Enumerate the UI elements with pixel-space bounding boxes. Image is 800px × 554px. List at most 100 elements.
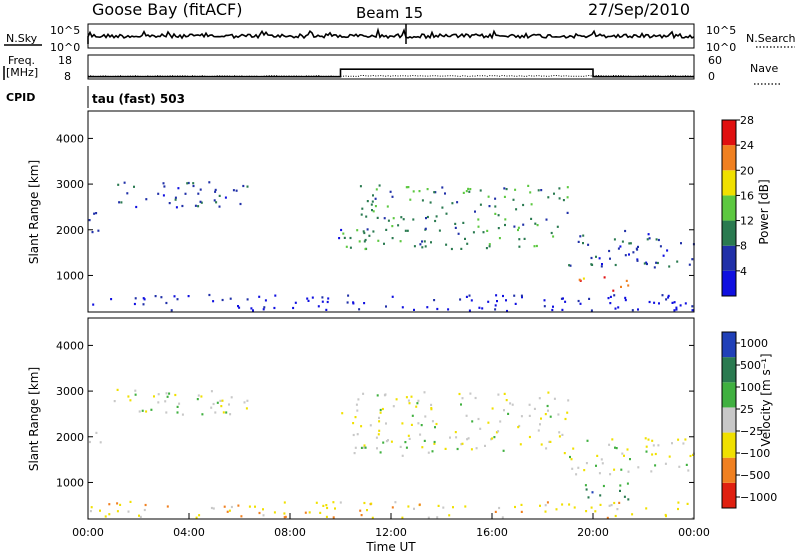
data-cell bbox=[322, 504, 325, 507]
data-cell bbox=[522, 223, 525, 226]
data-cell bbox=[215, 201, 218, 204]
data-cell bbox=[220, 405, 223, 408]
colorbar-segment bbox=[722, 220, 736, 246]
data-cell bbox=[673, 301, 676, 304]
data-cell bbox=[549, 415, 552, 418]
data-cell bbox=[563, 452, 566, 455]
data-cell bbox=[609, 257, 611, 260]
data-cell bbox=[452, 506, 454, 509]
data-cell bbox=[228, 509, 231, 512]
data-cell bbox=[530, 203, 533, 206]
data-cell bbox=[628, 242, 631, 245]
data-cell bbox=[165, 392, 168, 395]
data-cell bbox=[627, 284, 630, 287]
data-cell bbox=[472, 231, 475, 234]
data-cell bbox=[611, 438, 614, 441]
data-cell bbox=[425, 217, 427, 220]
data-cell bbox=[392, 217, 395, 220]
colorbar-segment bbox=[722, 245, 736, 271]
data-cell bbox=[678, 465, 681, 468]
data-cell bbox=[430, 408, 433, 411]
data-cell bbox=[603, 276, 606, 279]
colorbar-segment bbox=[722, 407, 736, 433]
data-cell bbox=[462, 221, 465, 224]
data-cell bbox=[306, 297, 309, 300]
data-cell bbox=[397, 224, 400, 227]
velocity-scatter-cells bbox=[88, 388, 695, 520]
data-cell bbox=[540, 417, 542, 420]
data-cell bbox=[134, 393, 137, 396]
data-cell bbox=[487, 421, 490, 424]
data-cell bbox=[513, 294, 516, 297]
data-cell bbox=[292, 306, 295, 310]
data-cell bbox=[505, 299, 507, 302]
freq-label-line1: Freq. bbox=[8, 54, 35, 67]
data-cell bbox=[436, 307, 439, 311]
data-cell bbox=[537, 429, 540, 432]
data-cell bbox=[307, 299, 310, 302]
velocity-colorbar: 1000 500 100 25 −25 −100 −500 −1000 bbox=[721, 331, 777, 509]
data-cell bbox=[262, 514, 265, 517]
data-cell bbox=[436, 516, 439, 519]
data-cell bbox=[254, 505, 256, 508]
data-cell bbox=[567, 399, 570, 402]
data-cell bbox=[212, 300, 215, 303]
data-cell bbox=[246, 399, 249, 402]
data-cell bbox=[407, 399, 410, 402]
data-cell bbox=[552, 235, 555, 238]
data-cell bbox=[643, 262, 646, 265]
data-cell bbox=[600, 265, 603, 268]
data-cell bbox=[498, 506, 501, 510]
data-cell bbox=[113, 400, 116, 403]
nave-label: Nave bbox=[750, 62, 778, 75]
data-cell bbox=[540, 189, 543, 192]
data-cell bbox=[240, 515, 243, 518]
data-cell bbox=[273, 511, 276, 514]
data-cell bbox=[546, 501, 549, 504]
data-cell bbox=[360, 425, 363, 428]
data-cell bbox=[521, 296, 523, 299]
data-cell bbox=[108, 503, 111, 506]
data-cell bbox=[88, 440, 91, 444]
data-cell bbox=[332, 516, 335, 519]
data-cell bbox=[135, 205, 138, 209]
colorbar-tick-label: 500 bbox=[740, 359, 761, 372]
data-cell bbox=[582, 242, 584, 245]
data-cell bbox=[321, 296, 324, 299]
data-cell bbox=[116, 388, 119, 391]
data-cell bbox=[245, 407, 248, 410]
data-cell bbox=[174, 393, 177, 397]
data-cell bbox=[636, 259, 639, 262]
data-cell bbox=[514, 302, 517, 305]
data-cell bbox=[549, 440, 552, 443]
data-cell bbox=[108, 513, 111, 516]
data-cell bbox=[353, 452, 356, 455]
data-cell bbox=[577, 466, 580, 469]
data-cell bbox=[431, 450, 434, 453]
data-cell bbox=[462, 191, 465, 194]
data-cell bbox=[116, 510, 119, 513]
data-cell bbox=[469, 392, 472, 395]
data-cell bbox=[230, 505, 233, 509]
data-cell bbox=[176, 298, 179, 301]
data-cell bbox=[308, 511, 311, 514]
data-cell bbox=[658, 302, 660, 305]
data-cell bbox=[273, 306, 276, 310]
data-cell bbox=[498, 237, 501, 240]
data-cell bbox=[631, 513, 634, 516]
data-cell bbox=[557, 413, 560, 416]
data-cell bbox=[145, 410, 148, 413]
data-cell bbox=[382, 441, 385, 444]
data-cell bbox=[145, 198, 148, 201]
data-cell bbox=[402, 218, 405, 221]
colorbar-tick-label: −25 bbox=[740, 425, 763, 438]
data-cell bbox=[629, 458, 631, 461]
data-cell bbox=[635, 247, 638, 250]
data-cell bbox=[558, 435, 561, 438]
data-cell bbox=[391, 225, 394, 228]
data-cell bbox=[491, 437, 494, 440]
data-cell bbox=[609, 295, 612, 298]
data-cell bbox=[545, 218, 548, 221]
data-cell bbox=[575, 473, 578, 476]
data-cell bbox=[469, 188, 472, 191]
